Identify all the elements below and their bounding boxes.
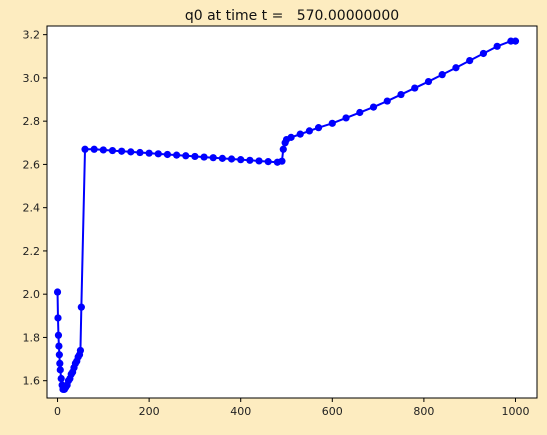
data-point <box>287 133 295 141</box>
data-point <box>127 148 135 156</box>
data-point <box>56 359 64 367</box>
data-point <box>356 108 364 117</box>
data-point <box>90 145 98 153</box>
y-tick-label: 2.6 <box>23 158 41 171</box>
data-point <box>511 37 520 45</box>
data-point <box>438 71 446 79</box>
series-layer <box>53 37 520 393</box>
data-point <box>296 130 304 138</box>
y-tick-label: 2.2 <box>23 245 41 258</box>
data-point <box>452 64 460 72</box>
axes-background <box>47 26 537 398</box>
data-point <box>479 49 488 58</box>
data-point <box>314 124 323 132</box>
data-point <box>218 154 226 162</box>
data-point <box>237 156 245 164</box>
x-tick-label: 600 <box>322 405 343 418</box>
data-point <box>369 103 378 111</box>
y-tick-label: 1.6 <box>23 375 41 388</box>
data-point <box>424 77 433 86</box>
data-point <box>55 342 63 350</box>
data-point <box>54 331 63 339</box>
data-point <box>99 146 107 154</box>
axes-frame <box>46 25 538 399</box>
data-point <box>342 114 350 122</box>
data-point <box>493 42 501 50</box>
y-tick-label: 1.8 <box>23 331 41 344</box>
x-axis: 0 200 400 600 800 1000 <box>54 398 529 418</box>
data-point <box>182 152 190 160</box>
data-point <box>154 150 162 158</box>
data-point <box>383 97 391 105</box>
chart-title: q0 at time t = 570.00000000 <box>185 8 399 24</box>
data-point <box>191 152 199 161</box>
y-tick-label: 2.0 <box>23 288 41 301</box>
x-tick-label: 200 <box>139 405 160 418</box>
data-point <box>76 346 85 355</box>
data-point <box>397 90 405 99</box>
data-point <box>466 57 474 65</box>
x-tick-label: 400 <box>230 405 251 418</box>
data-point <box>55 351 63 359</box>
data-point <box>200 153 208 161</box>
data-point <box>57 374 65 383</box>
data-point <box>136 148 144 157</box>
data-point <box>279 145 287 153</box>
data-point <box>227 155 236 163</box>
data-point <box>56 366 64 374</box>
data-point <box>163 150 172 159</box>
data-point <box>328 119 336 127</box>
data-point <box>54 314 62 322</box>
data-point <box>108 146 117 155</box>
y-axis: 1.6 1.8 2.0 2.2 2.4 2.6 2.8 3.0 3.2 <box>23 29 47 388</box>
data-point <box>81 145 89 153</box>
data-point <box>209 154 217 162</box>
data-point <box>278 157 286 165</box>
y-tick-label: 3.0 <box>23 72 41 85</box>
x-tick-label: 1000 <box>501 405 529 418</box>
data-point <box>305 127 313 135</box>
y-tick-label: 3.2 <box>23 29 41 42</box>
y-tick-label: 2.4 <box>23 202 41 215</box>
y-tick-label: 2.8 <box>23 115 41 128</box>
data-point <box>264 158 272 166</box>
data-point <box>53 288 62 296</box>
data-point <box>118 147 126 155</box>
x-tick-label: 0 <box>54 405 61 418</box>
data-point <box>255 157 263 165</box>
x-tick-label: 800 <box>413 405 434 418</box>
data-point <box>173 151 181 159</box>
data-point <box>246 156 254 164</box>
data-point <box>411 84 419 92</box>
data-point <box>77 303 85 311</box>
data-point <box>145 149 153 157</box>
